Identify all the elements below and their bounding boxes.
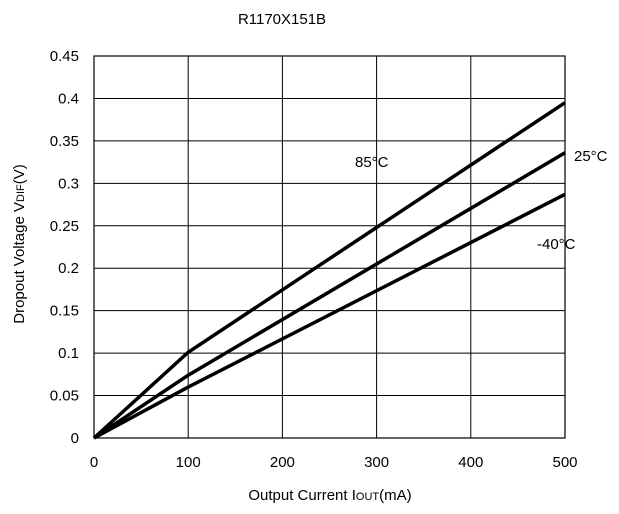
- y-tick-label: 0.3: [58, 175, 79, 192]
- y-tick-label: 0.1: [58, 345, 79, 362]
- x-tick-label: 400: [458, 454, 483, 471]
- x-axis-label-main: Output Current I: [248, 487, 356, 504]
- x-tick-label: 100: [176, 454, 201, 471]
- x-axis-label: Output Current IOUT(mA): [248, 487, 411, 504]
- series-line-minus40c: [93, 192, 566, 440]
- y-axis-label-main: Dropout Voltage V: [11, 202, 28, 324]
- grid: [93, 55, 566, 439]
- series-label-85c: 85°C: [355, 154, 389, 171]
- series-line-25c: [93, 151, 566, 440]
- y-tick-label: 0.15: [50, 303, 79, 320]
- x-tick-label: 300: [364, 454, 389, 471]
- series-line-85c: [92, 101, 566, 440]
- x-tick-label: 0: [90, 454, 98, 471]
- y-tick-label: 0.35: [50, 133, 79, 150]
- plot-frame: [93, 55, 566, 439]
- x-axis-label-subscript: OUT: [356, 491, 380, 503]
- y-axis-label-unit: (V): [11, 164, 28, 184]
- y-axis-label-subscript: DIF: [15, 184, 27, 202]
- y-tick-label: 0.05: [50, 388, 79, 405]
- x-axis-label-unit: (mA): [379, 487, 412, 504]
- y-tick-label: 0: [71, 430, 79, 447]
- series-label-25c: 25°C: [574, 148, 608, 165]
- y-tick-label: 0.4: [58, 90, 79, 107]
- x-axis-ticks: 0 100 200 300 400 500: [90, 454, 578, 471]
- x-tick-label: 200: [270, 454, 295, 471]
- y-tick-label: 0.45: [50, 48, 79, 65]
- series-lines: [92, 101, 566, 440]
- y-tick-label: 0.25: [50, 218, 79, 235]
- y-axis-label: Dropout Voltage VDIF(V): [11, 164, 28, 324]
- chart-title: R1170X151B: [238, 11, 326, 28]
- y-axis-ticks: 0 0.05 0.1 0.15 0.2 0.25 0.3 0.35 0.4 0.45: [50, 48, 79, 447]
- y-tick-label: 0.2: [58, 260, 79, 277]
- series-label-minus40c: -40°C: [537, 236, 576, 253]
- x-tick-label: 500: [552, 454, 577, 471]
